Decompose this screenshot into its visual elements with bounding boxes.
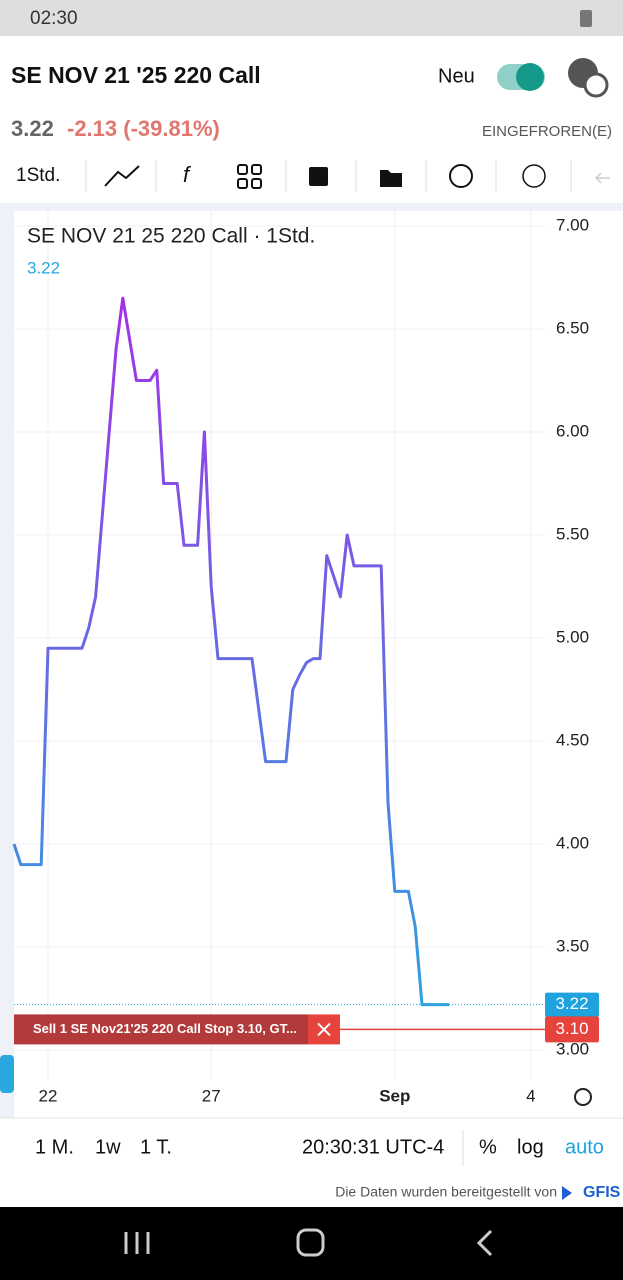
order-cancel-x (317, 1022, 331, 1037)
footer-brand: GFIS (583, 1184, 621, 1201)
chart-frame-left (0, 211, 14, 1118)
y-tick-label: 3.50 (556, 936, 589, 955)
toggle-label: Neu (438, 65, 475, 87)
status-time: 02:30 (30, 8, 78, 29)
y-tick-label: 3.00 (556, 1039, 589, 1058)
x-tick-label: 22 (39, 1086, 58, 1105)
y-tick-label: 4.00 (556, 833, 589, 852)
y-tick-label: 6.50 (556, 318, 589, 337)
chart-type-icon[interactable] (104, 165, 140, 187)
log-toggle[interactable]: log (517, 1136, 544, 1158)
chart-frame (0, 203, 623, 211)
quote-state: EINGEFROREN(E) (482, 123, 612, 140)
y-tick-label: 5.00 (556, 627, 589, 646)
percent-toggle[interactable]: % (479, 1136, 497, 1158)
indicators-icon[interactable]: f (183, 162, 192, 187)
legend-value: 3.22 (27, 258, 60, 277)
clock: 20:30:31 UTC-4 (302, 1136, 444, 1158)
last-value-box (545, 992, 599, 1017)
status-bar (0, 0, 623, 36)
price-line (12, 296, 450, 1007)
last-value-label: 3.22 (555, 994, 588, 1013)
order-box[interactable] (14, 1014, 308, 1045)
y-tick-label: 5.50 (556, 524, 589, 543)
y-tick-label: 4.50 (556, 730, 589, 749)
folder-icon[interactable] (380, 170, 402, 187)
nav-bar (0, 1207, 623, 1280)
order-price-label: 3.10 (555, 1019, 588, 1038)
footer (0, 1178, 623, 1207)
instrument-title: SE NOV 21 '25 220 Call (11, 62, 261, 88)
order-price-box (545, 1016, 599, 1043)
footer-text: Die Daten wurden bereitgestellt von (335, 1184, 557, 1200)
battery-icon (580, 10, 592, 27)
auto-toggle[interactable]: auto (565, 1136, 604, 1158)
toolbar-separators (85, 160, 572, 192)
help-icon[interactable] (449, 164, 473, 188)
settings-icon[interactable] (574, 1088, 592, 1106)
info-icon[interactable] (522, 164, 546, 188)
side-panel-handle[interactable] (0, 1055, 14, 1093)
interval-button[interactable]: 1Std. (16, 165, 60, 186)
range-button[interactable]: 1w (95, 1136, 121, 1158)
quote-price: 3.22 (11, 116, 54, 141)
chart: 3.00 3.50 4.00 4.50 5.00 5.50 6.00 6.50 7.00 22 27… (12, 211, 599, 1106)
nav-buttons[interactable] (124, 1228, 493, 1257)
y-tick-label: 7.00 (556, 215, 589, 234)
chart-title: SE NOV 21 25 220 Call · 1Std. (27, 225, 315, 248)
chat-icon-bubble (583, 72, 609, 98)
y-tick-label: 6.00 (556, 421, 589, 440)
range-button[interactable]: 1 T. (140, 1136, 172, 1158)
x-tick-label: 4 (526, 1086, 535, 1105)
toggle-knob (516, 63, 544, 91)
layout-icon[interactable] (237, 164, 262, 189)
x-tick-label: 27 (202, 1086, 221, 1105)
quote-change: -2.13 (-39.81%) (67, 116, 220, 141)
order-text: Sell 1 SE Nov21'25 220 Call Stop 3.10, G… (33, 1021, 297, 1036)
range-button[interactable]: 1 M. (35, 1136, 74, 1158)
brand-icon (562, 1186, 572, 1200)
undo-icon[interactable] (595, 172, 610, 184)
save-icon[interactable] (309, 167, 328, 186)
x-tick-label: Sep (379, 1086, 410, 1105)
